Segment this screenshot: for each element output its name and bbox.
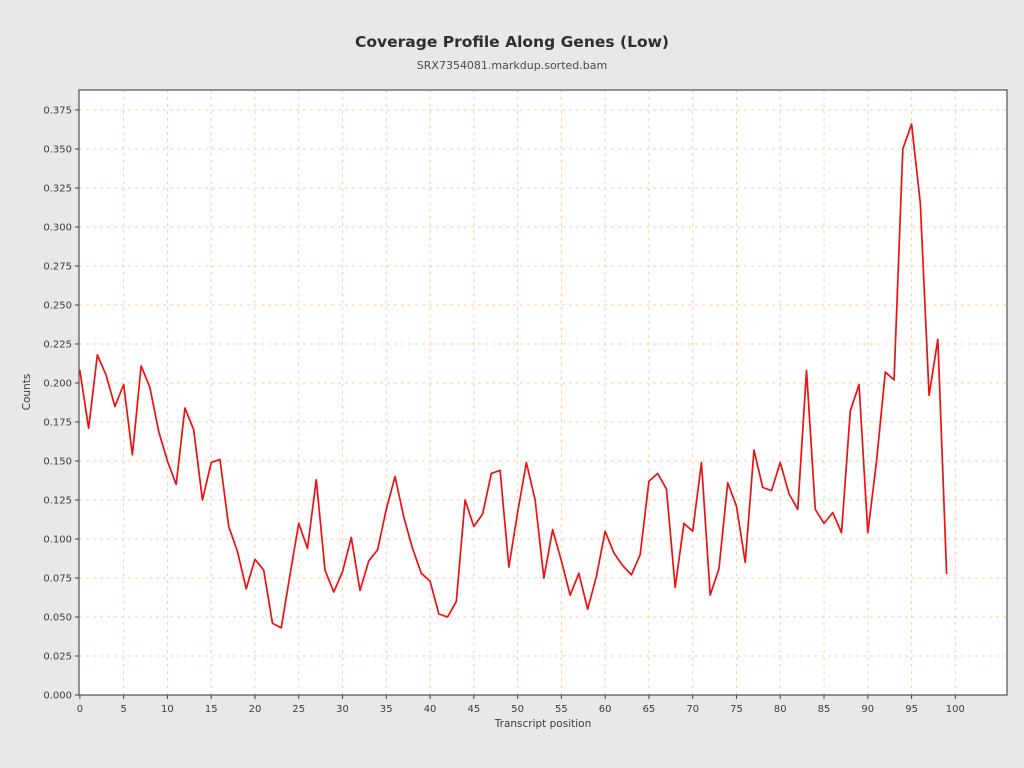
x-tick-label: 0: [77, 704, 83, 715]
x-axis-label: Transcript position: [494, 718, 591, 730]
y-tick-label: 0.325: [43, 183, 72, 194]
x-tick-label: 20: [249, 704, 262, 715]
y-tick-label: 0.375: [43, 105, 72, 116]
y-tick-label: 0.250: [43, 300, 72, 311]
y-tick-label: 0.200: [43, 378, 72, 389]
y-tick-label: 0.225: [43, 339, 72, 350]
x-tick-label: 30: [336, 704, 349, 715]
coverage-polyline: [79, 123, 948, 629]
x-tick-label: 80: [774, 704, 787, 715]
y-tick-label: 0.275: [43, 261, 72, 272]
x-tick-label: 100: [946, 704, 965, 715]
y-tick-label: 0.150: [43, 456, 72, 467]
x-tick-label: 75: [730, 704, 743, 715]
x-tick-label: 65: [643, 704, 656, 715]
x-tick-label: 10: [161, 704, 174, 715]
y-tick-label: 0.050: [43, 612, 72, 623]
x-tick-label: 85: [818, 704, 831, 715]
axis-ticks: [75, 109, 956, 699]
x-tick-label: 90: [861, 704, 874, 715]
x-tick-label: 60: [599, 704, 612, 715]
x-tick-label: 40: [424, 704, 437, 715]
x-tick-label: 95: [905, 704, 918, 715]
y-tick-label: 0.025: [43, 651, 72, 662]
x-tick-label: 5: [120, 704, 126, 715]
y-tick-labels: 0.000 0.025 0.050 0.075 0.100 0.125 0.150 0.175…: [43, 105, 72, 701]
y-tick-label: 0.100: [43, 534, 72, 545]
x-tick-labels: 0 5 10 15 20 25 30 35 40 45 50 55 60 65 70 75 80 85 90 95 10…: [77, 704, 965, 715]
x-tick-label: 45: [467, 704, 480, 715]
y-tick-label: 0.175: [43, 417, 72, 428]
y-tick-label: 0.000: [43, 691, 72, 702]
y-axis-label: Counts: [21, 374, 33, 411]
x-tick-label: 70: [686, 704, 699, 715]
x-tick-label: 50: [511, 704, 524, 715]
y-tick-label: 0.075: [43, 573, 72, 584]
x-tick-label: 55: [555, 704, 568, 715]
x-tick-label: 15: [205, 704, 218, 715]
chart-subtitle: SRX7354081.markdup.sorted.bam: [417, 59, 607, 72]
chart-title: Coverage Profile Along Genes (Low): [355, 33, 669, 51]
y-tick-label: 0.350: [43, 144, 72, 155]
y-tick-label: 0.125: [43, 495, 72, 506]
x-tick-label: 35: [380, 704, 393, 715]
plot-frame: [78, 89, 1008, 696]
coverage-line-series: [79, 123, 948, 629]
x-tick-label: 25: [292, 704, 305, 715]
plot-area: [79, 90, 1007, 695]
y-tick-label: 0.300: [43, 222, 72, 233]
